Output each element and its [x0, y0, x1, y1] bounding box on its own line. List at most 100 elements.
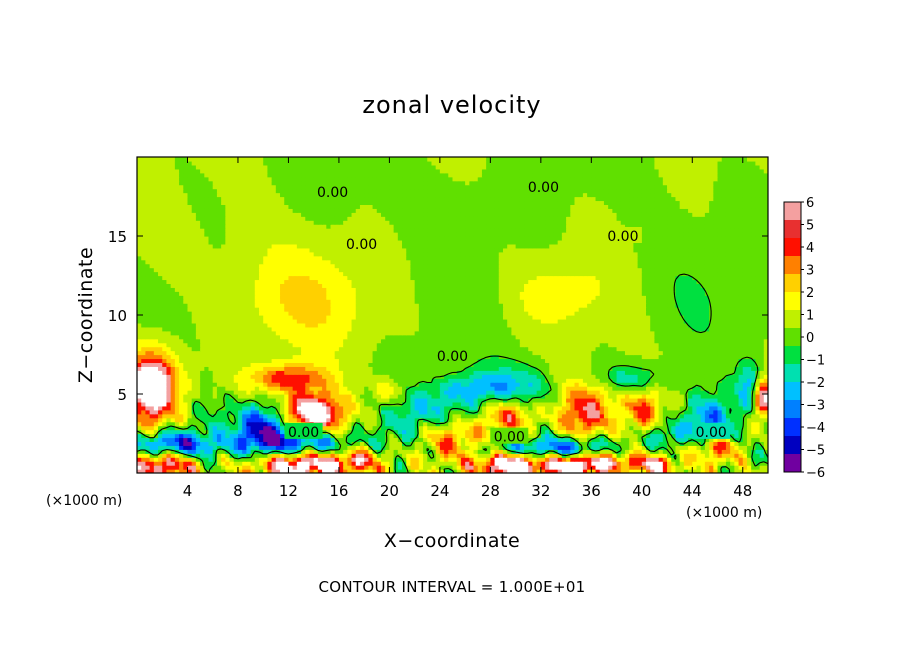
field-cell: [343, 461, 348, 466]
field-cell: [330, 413, 336, 419]
field-cell: [709, 445, 714, 450]
field-cell: [309, 405, 315, 411]
field-cell: [608, 421, 613, 427]
field-cell: [486, 437, 491, 442]
field-cell: [587, 374, 592, 379]
field-cell: [616, 429, 622, 435]
field-cell: [212, 342, 218, 348]
field-cell: [448, 421, 454, 427]
field-cell: [221, 342, 226, 348]
field-cell: [359, 382, 365, 387]
field-cell: [578, 397, 584, 403]
field-cell: [347, 397, 353, 403]
field-cell: [641, 421, 647, 427]
field-cell: [591, 433, 597, 439]
field-cell: [603, 386, 609, 391]
field-cell: [620, 386, 626, 391]
field-cell: [364, 465, 369, 470]
field-cell: [402, 358, 407, 363]
field-cell: [477, 457, 483, 462]
field-cell: [389, 405, 395, 411]
field-cell: [149, 441, 155, 446]
field-cell: [208, 338, 214, 344]
field-cell: [317, 386, 323, 391]
field-cell: [330, 461, 336, 466]
field-cell: [637, 457, 643, 462]
field-cell: [170, 382, 176, 387]
field-cell: [515, 362, 521, 367]
field-cell: [326, 425, 332, 431]
field-cell: [700, 469, 706, 473]
field-cell: [452, 449, 458, 454]
field-cell: [343, 394, 348, 399]
field-cell: [696, 457, 702, 462]
field-cell: [250, 390, 256, 395]
field-cell: [595, 437, 601, 442]
field-cell: [309, 362, 315, 367]
field-cell: [288, 350, 294, 356]
field-cell: [326, 338, 332, 344]
field-cell: [397, 465, 403, 470]
field-cell: [233, 338, 239, 344]
field-cell: [250, 382, 256, 387]
field-cell: [347, 346, 353, 352]
field-cell: [755, 433, 761, 439]
field-cell: [313, 390, 319, 395]
field-cell: [250, 433, 256, 439]
field-cell: [717, 405, 723, 411]
field-cell: [667, 453, 672, 458]
field-cell: [557, 394, 563, 399]
field-cell: [532, 413, 538, 419]
field-cell: [469, 397, 475, 403]
field-cell: [393, 350, 399, 356]
field-cell: [414, 405, 420, 411]
field-cell: [730, 457, 735, 462]
field-cell: [528, 417, 534, 423]
field-cell: [305, 453, 311, 458]
field-cell: [755, 465, 761, 470]
field-cell: [549, 342, 555, 348]
field-cell: [465, 441, 470, 446]
field-cell: [658, 390, 664, 395]
field-cell: [490, 378, 496, 383]
field-cell: [519, 378, 525, 383]
field-cell: [330, 366, 336, 371]
field-cell: [549, 413, 555, 419]
field-cell: [170, 465, 176, 470]
field-cell: [158, 417, 163, 423]
field-cell: [477, 346, 483, 352]
field-cell: [570, 342, 576, 348]
field-cell: [481, 390, 487, 395]
field-cell: [486, 394, 491, 399]
field-cell: [536, 449, 542, 454]
field-cell: [671, 413, 677, 419]
field-cell: [545, 342, 550, 348]
field-cell: [309, 437, 315, 442]
field-cell: [540, 354, 546, 360]
field-cell: [511, 346, 517, 352]
field-cell: [406, 437, 412, 442]
field-cell: [221, 417, 226, 423]
field-cell: [595, 397, 601, 403]
field-cell: [351, 394, 357, 399]
field-cell: [608, 342, 613, 348]
field-cell: [524, 469, 529, 473]
field-cell: [629, 350, 634, 356]
field-cell: [368, 354, 374, 360]
field-cell: [746, 342, 752, 348]
field-cell: [326, 433, 332, 439]
field-cell: [473, 417, 479, 423]
field-cell: [624, 449, 630, 454]
field-cell: [166, 397, 172, 403]
field-cell: [158, 437, 163, 442]
field-cell: [427, 358, 433, 363]
field-cell: [258, 441, 264, 446]
field-cell: [667, 457, 672, 462]
field-cell: [301, 346, 306, 352]
field-cell: [519, 401, 525, 407]
field-cell: [200, 445, 205, 450]
field-cell: [258, 405, 264, 411]
field-cell: [195, 453, 201, 458]
field-cell: [452, 441, 458, 446]
field-cell: [587, 390, 592, 395]
